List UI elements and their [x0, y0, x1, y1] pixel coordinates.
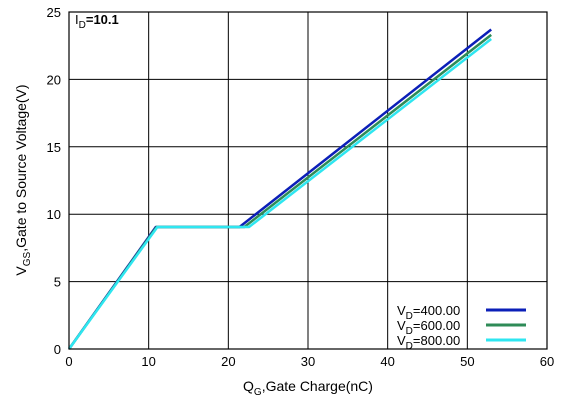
series-line-3 [67, 38, 492, 350]
x-tick-label: 50 [460, 354, 474, 369]
tick-labels: 0 10 20 30 40 50 60 0 5 10 15 20 25 [47, 5, 555, 369]
x-tick-label: 0 [65, 354, 72, 369]
plot-frame [68, 11, 548, 350]
series-lines [67, 28, 492, 350]
series-line-1 [67, 28, 492, 350]
legend-label-1: VD=400.00 [397, 303, 460, 322]
y-tick-label: 25 [47, 5, 61, 20]
x-tick-label: 10 [141, 354, 155, 369]
legend-label-3: VD=800.00 [397, 333, 460, 352]
y-axis-label: VGS,Gate to Source Voltage(V) [13, 84, 33, 275]
grid [69, 12, 547, 349]
y-tick-label: 10 [47, 207, 61, 222]
x-tick-label: 40 [380, 354, 394, 369]
x-tick-label: 30 [301, 354, 315, 369]
y-tick-label: 15 [47, 140, 61, 155]
annotation: ID=10.1 [75, 12, 119, 31]
x-tick-label: 20 [221, 354, 235, 369]
series-line-2 [67, 33, 492, 350]
y-tick-label: 5 [54, 275, 61, 290]
y-tick-label: 0 [54, 342, 61, 357]
y-tick-label: 20 [47, 72, 61, 87]
x-tick-label: 60 [540, 354, 554, 369]
legend-label-2: VD=600.00 [397, 318, 460, 337]
x-axis-label: QG,Gate Charge(nC) [243, 378, 373, 398]
